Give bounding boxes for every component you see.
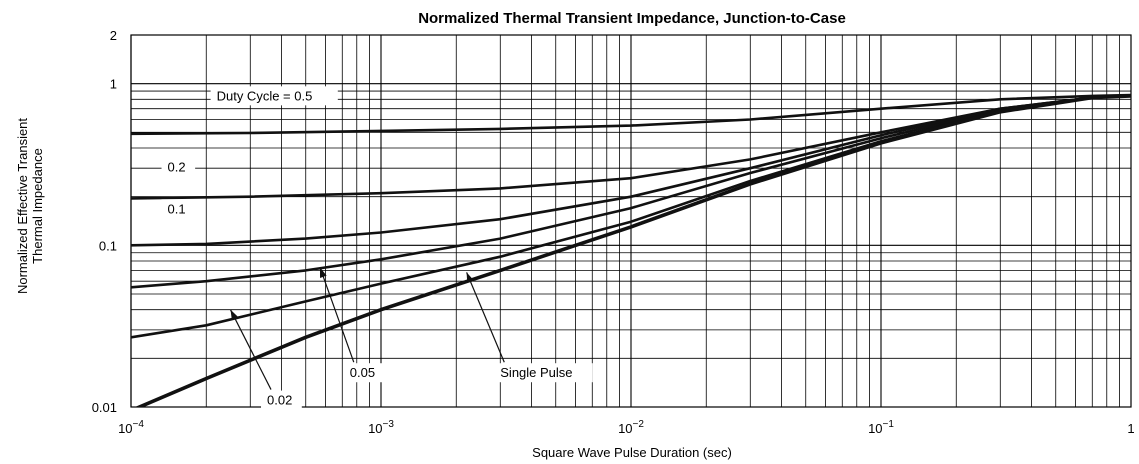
- x-tick-label: 1: [1127, 421, 1134, 436]
- annotation-label: 0.1: [168, 201, 186, 216]
- annotations: Duty Cycle = 0.5 0.2 0.1 0.05 Single Pulse 0.…: [161, 86, 593, 410]
- y-axis-label: Normalized Effective Transient Thermal I…: [15, 118, 45, 294]
- series-line-0: [131, 93, 1131, 136]
- x-tick-label: 10−1: [868, 419, 894, 436]
- x-tick-label: 10−4: [118, 419, 144, 436]
- annotation-background: [261, 390, 302, 410]
- annotation-arrowhead: [466, 272, 474, 283]
- y-tick-label: 0.01: [92, 400, 117, 415]
- annotation-leader-line: [229, 309, 272, 390]
- x-tick-label: 10−3: [368, 419, 394, 436]
- y-axis-label-line-2: Thermal Impedance: [30, 148, 45, 264]
- annotation-label: Duty Cycle = 0.5: [217, 88, 313, 103]
- y-tick-label: 1: [110, 77, 117, 92]
- annotation-arrowhead: [319, 267, 327, 279]
- tick-labels: 10−4 10−3 10−2 10−1 1 0.01 0.1 1 2: [92, 28, 1135, 436]
- annotation-background: [210, 86, 338, 106]
- annotation-label: Single Pulse: [500, 365, 572, 380]
- series-lines: [131, 93, 1131, 407]
- plot-frame: [130, 34, 1132, 408]
- annotation-background: [343, 363, 385, 383]
- annotation-background: [161, 157, 196, 177]
- x-tick-label: 10−2: [618, 419, 644, 436]
- y-axis-label-line-1: Normalized Effective Transient: [15, 118, 30, 294]
- chart-title: Normalized Thermal Transient Impedance, …: [418, 10, 846, 27]
- annotation-arrowhead: [230, 309, 239, 321]
- annotation-label: 0.2: [168, 160, 186, 175]
- annotation-background: [494, 363, 593, 383]
- x-axis-label: Square Wave Pulse Duration (sec): [532, 445, 732, 460]
- annotation-label: 0.02: [267, 393, 292, 408]
- y-tick-label: 0.1: [99, 238, 117, 253]
- y-tick-label: 2: [110, 28, 117, 43]
- series-line-5: [134, 94, 1131, 407]
- annotation-leader-line: [466, 272, 505, 363]
- annotation-label: 0.05: [350, 365, 375, 380]
- annotation-background: [161, 199, 196, 219]
- annotation-leader-line: [319, 267, 355, 363]
